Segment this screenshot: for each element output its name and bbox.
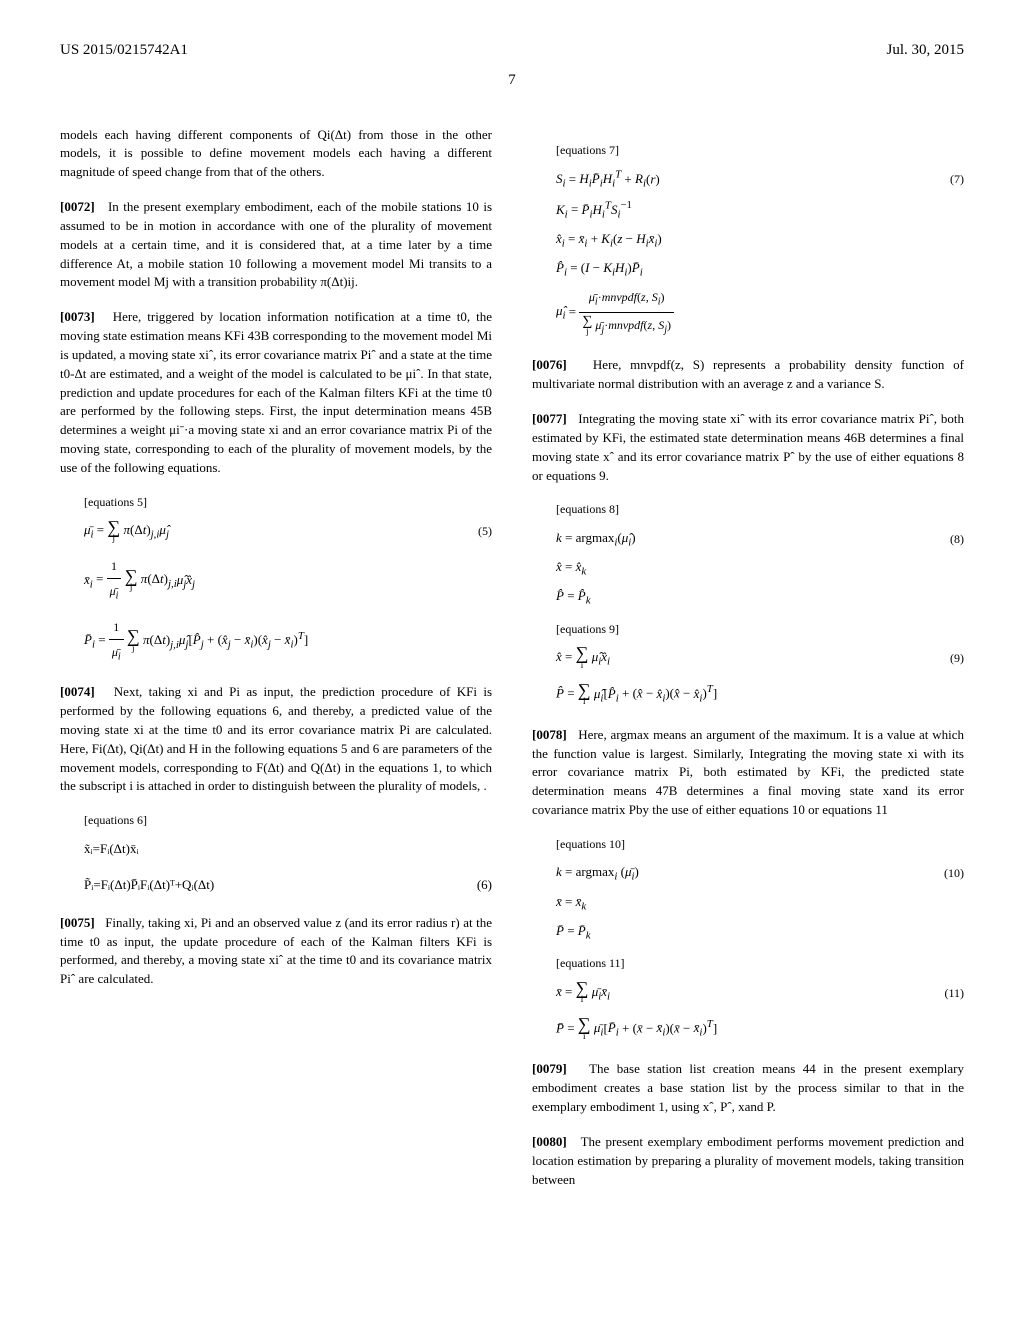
eq9-math: x̂ = ∑i μ̂ix̂i P̂ = ∑i μ̂i[P̂i + (x̂ − x… (556, 644, 910, 710)
eq8-line1: k = argmaxi(μ̂i) (556, 525, 910, 554)
content-columns: models each having different components … (60, 126, 964, 1190)
eq10-content: k = argmaxi (μ̄i) x̄ = x̄k P̄ = P̄k (10) (556, 859, 964, 947)
eq6-label: [equations 6] (84, 812, 492, 829)
eq6-math: x̃ᵢ=Fᵢ(Δt)x̄ᵢ P̃ᵢ=Fᵢ(Δt)P̄ᵢFᵢ(Δt)ᵀ+Qᵢ(Δt… (84, 836, 492, 898)
paragraph-0077: [0077] Integrating the moving state xiˆ … (532, 410, 964, 485)
eq10-line2: x̄ = x̄k (556, 889, 904, 918)
eq7-line4: P̂i = (I − KiHi)P̄i (556, 255, 910, 284)
publication-id: US 2015/0215742A1 (60, 40, 188, 62)
para-num-0075: [0075] (60, 915, 95, 930)
eq9-line2: P̂ = ∑i μ̂i[P̂i + (x̂ − x̂i)(x̂ − x̂i)T] (556, 679, 910, 710)
para-num-0074: [0074] (60, 684, 95, 699)
para-text-0080: The present exemplary embodiment perform… (532, 1134, 964, 1187)
intro-paragraph: models each having different components … (60, 126, 492, 183)
eq11-line2: P̄ = ∑i μ̄i[P̄i + (x̄ − x̄i)(x̄ − x̄i)T] (556, 1014, 904, 1045)
paragraph-0079: [0079] The base station list creation me… (532, 1060, 964, 1117)
para-text-0075: Finally, taking xi, Pi and an observed v… (60, 915, 492, 987)
eq10-line1: k = argmaxi (μ̄i) (556, 859, 904, 888)
para-text-0073: Here, triggered by location information … (60, 309, 492, 475)
paragraph-0073: [0073] Here, triggered by location infor… (60, 308, 492, 478)
eq8-line3: P̂ = P̂k (556, 583, 910, 612)
equations-10: [equations 10] k = argmaxi (μ̄i) x̄ = x̄… (556, 836, 964, 1044)
equations-6: [equations 6] x̃ᵢ=Fᵢ(Δt)x̄ᵢ P̃ᵢ=Fᵢ(Δt)P̄… (84, 812, 492, 897)
eq8-number: (8) (950, 525, 964, 548)
eq7-line1: Si = HiP̄iHiT + Ri(r) (556, 165, 910, 196)
equations-8: [equations 8] k = argmaxi(μ̂i) x̂ = x̂k … (556, 501, 964, 709)
eq10-number: (10) (944, 859, 964, 882)
eq7-line5: μ̂i = μ̄i·mnvpdf(z, Si)∑j μ̄j·mnvpdf(z, … (556, 285, 910, 341)
eq5-line3: P̄i = 1μ̄i ∑j π(Δt)j,iμ̂j[P̂j + (x̂j − x… (84, 615, 438, 667)
para-text-0074: Next, taking xi and Pi as input, the pre… (60, 684, 492, 793)
page-number: 7 (60, 70, 964, 92)
para-text-0079: The base station list creation means 44 … (532, 1061, 964, 1114)
eq9-line1: x̂ = ∑i μ̂ix̂i (556, 644, 910, 673)
eq10-math: k = argmaxi (μ̄i) x̄ = x̄k P̄ = P̄k (556, 859, 904, 947)
para-num-0076: [0076] (532, 357, 567, 372)
eq7-math: Si = HiP̄iHiT + Ri(r) Ki = P̄iHiTSi−1 x̂… (556, 165, 910, 340)
para-text-0077: Integrating the moving state xiˆ with it… (532, 411, 964, 483)
right-column: [equations 7] Si = HiP̄iHiT + Ri(r) Ki =… (532, 126, 964, 1190)
eq5-line2: x̄i = 1μ̄i ∑j π(Δt)j,iμ̂jx̂j (84, 554, 438, 606)
page-header: US 2015/0215742A1 Jul. 30, 2015 (60, 40, 964, 62)
eq11-math: x̄ = ∑i μ̄ix̄i P̄ = ∑i μ̄i[P̄i + (x̄ − x… (556, 979, 904, 1045)
equations-7: [equations 7] Si = HiP̄iHiT + Ri(r) Ki =… (556, 142, 964, 341)
eq8-label: [equations 8] (556, 501, 964, 518)
eq5-math: μ̄i = ∑j π(Δt)j,iμ̂j x̄i = 1μ̄i ∑j π(Δt)… (84, 517, 438, 667)
eq7-line2: Ki = P̄iHiTSi−1 (556, 195, 910, 226)
paragraph-0075: [0075] Finally, taking xi, Pi and an obs… (60, 914, 492, 989)
para-num-0078: [0078] (532, 727, 567, 742)
eq11-label: [equations 11] (556, 955, 964, 972)
eq6-line1: x̃ᵢ=Fᵢ(Δt)x̄ᵢ (84, 836, 492, 862)
eq7-label: [equations 7] (556, 142, 964, 159)
left-column: models each having different components … (60, 126, 492, 1190)
publication-date: Jul. 30, 2015 (886, 40, 964, 62)
paragraph-0080: [0080] The present exemplary embodiment … (532, 1133, 964, 1190)
eq6-line2: P̃ᵢ=Fᵢ(Δt)P̄ᵢFᵢ(Δt)ᵀ+Qᵢ(Δt) (84, 872, 214, 898)
eq9-label: [equations 9] (556, 621, 964, 638)
para-text-0076: Here, mnvpdf(z, S) represents a probabil… (532, 357, 964, 391)
eq8-line2: x̂ = x̂k (556, 554, 910, 583)
eq11-number: (11) (944, 979, 964, 1002)
paragraph-0078: [0078] Here, argmax means an argument of… (532, 726, 964, 820)
paragraph-0076: [0076] Here, mnvpdf(z, S) represents a p… (532, 356, 964, 394)
equations-5: [equations 5] μ̄i = ∑j π(Δt)j,iμ̂j x̄i =… (84, 494, 492, 667)
eq7-line3: x̂i = x̄i + Ki(z − Hix̄i) (556, 226, 910, 255)
eq7-content: Si = HiP̄iHiT + Ri(r) Ki = P̄iHiTSi−1 x̂… (556, 165, 964, 340)
eq5-label: [equations 5] (84, 494, 492, 511)
para-num-0072: [0072] (60, 199, 95, 214)
eq5-content: μ̄i = ∑j π(Δt)j,iμ̂j x̄i = 1μ̄i ∑j π(Δt)… (84, 517, 492, 667)
eq7-number: (7) (950, 165, 964, 188)
eq6-line2-row: P̃ᵢ=Fᵢ(Δt)P̄ᵢFᵢ(Δt)ᵀ+Qᵢ(Δt) (6) (84, 872, 492, 898)
eq9-number: (9) (950, 644, 964, 667)
eq5-number: (5) (478, 517, 492, 540)
paragraph-0072: [0072] In the present exemplary embodime… (60, 198, 492, 292)
para-num-0077: [0077] (532, 411, 567, 426)
para-text-0072: In the present exemplary embodiment, eac… (60, 199, 492, 289)
para-num-0080: [0080] (532, 1134, 567, 1149)
eq8-math: k = argmaxi(μ̂i) x̂ = x̂k P̂ = P̂k (556, 525, 910, 613)
eq6-number: (6) (477, 872, 492, 898)
eq9-content: x̂ = ∑i μ̂ix̂i P̂ = ∑i μ̂i[P̂i + (x̂ − x… (556, 644, 964, 710)
para-num-0073: [0073] (60, 309, 95, 324)
paragraph-0074: [0074] Next, taking xi and Pi as input, … (60, 683, 492, 796)
eq5-line1: μ̄i = ∑j π(Δt)j,iμ̂j (84, 517, 438, 546)
eq10-label: [equations 10] (556, 836, 964, 853)
eq11-content: x̄ = ∑i μ̄ix̄i P̄ = ∑i μ̄i[P̄i + (x̄ − x… (556, 979, 964, 1045)
para-text-0078: Here, argmax means an argument of the ma… (532, 727, 964, 817)
eq8-content: k = argmaxi(μ̂i) x̂ = x̂k P̂ = P̂k (8) (556, 525, 964, 613)
para-num-0079: [0079] (532, 1061, 567, 1076)
eq11-line1: x̄ = ∑i μ̄ix̄i (556, 979, 904, 1008)
eq10-line3: P̄ = P̄k (556, 918, 904, 947)
